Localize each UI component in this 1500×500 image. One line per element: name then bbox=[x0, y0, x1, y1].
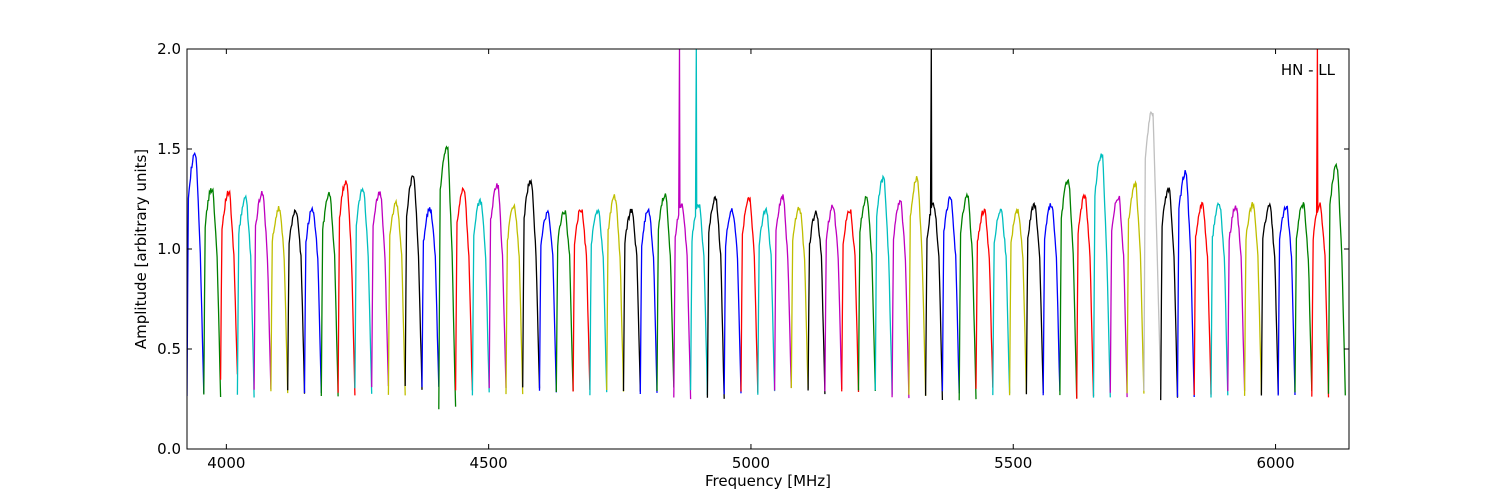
series-line-20 bbox=[505, 203, 524, 395]
series-line-19 bbox=[488, 183, 507, 389]
y-tick-label: 2.0 bbox=[157, 40, 181, 58]
y-tick-label: 1.5 bbox=[157, 140, 181, 158]
series-line-6 bbox=[270, 205, 289, 394]
series-line-21 bbox=[522, 178, 541, 389]
series-line-52 bbox=[1042, 203, 1061, 396]
series-line-32 bbox=[706, 195, 725, 399]
series-line-57 bbox=[1126, 180, 1145, 394]
x-axis-label: Frequency [MHz] bbox=[705, 472, 831, 490]
series-line-9 bbox=[320, 191, 339, 397]
series-line-59 bbox=[1160, 187, 1179, 401]
series-line-46 bbox=[941, 196, 960, 394]
series-line-34 bbox=[740, 196, 759, 393]
series-line-17 bbox=[454, 186, 474, 391]
series-line-11 bbox=[354, 186, 373, 394]
y-tick-label: 1.0 bbox=[157, 240, 181, 258]
series-line-47 bbox=[958, 192, 977, 401]
series-line-15 bbox=[421, 207, 440, 388]
series-line-44 bbox=[908, 176, 927, 396]
series-line-13 bbox=[387, 198, 406, 396]
series-line-48 bbox=[975, 208, 994, 389]
series-line-27 bbox=[622, 208, 641, 392]
series-line-41 bbox=[857, 195, 876, 392]
series-line-4 bbox=[236, 194, 255, 398]
series-line-69 bbox=[1327, 162, 1346, 396]
x-tick-label: 4000 bbox=[207, 454, 245, 472]
series-layer bbox=[187, 49, 1346, 410]
x-tick-label: 4500 bbox=[470, 454, 508, 472]
series-line-49 bbox=[992, 208, 1011, 396]
series-line-39 bbox=[824, 204, 843, 392]
series-line-68 bbox=[1311, 49, 1330, 398]
series-line-58 bbox=[1143, 111, 1162, 391]
series-line-45 bbox=[924, 49, 944, 401]
series-line-26 bbox=[606, 194, 625, 392]
series-line-42 bbox=[874, 174, 893, 395]
series-line-16 bbox=[438, 145, 457, 410]
series-line-60 bbox=[1176, 170, 1195, 398]
series-line-65 bbox=[1260, 202, 1279, 396]
series-line-5 bbox=[253, 190, 272, 390]
series-line-35 bbox=[757, 206, 776, 395]
series-line-63 bbox=[1227, 205, 1246, 392]
series-line-1 bbox=[187, 151, 205, 397]
series-line-12 bbox=[371, 191, 390, 388]
series-line-25 bbox=[589, 208, 608, 396]
series-line-67 bbox=[1294, 202, 1313, 393]
series-line-53 bbox=[1059, 178, 1078, 399]
series-line-18 bbox=[471, 197, 490, 396]
series-line-66 bbox=[1277, 205, 1296, 396]
x-tick-label: 6000 bbox=[1256, 454, 1294, 472]
y-tick-label: 0.5 bbox=[157, 340, 181, 358]
series-line-2 bbox=[203, 187, 222, 398]
y-tick-label: 0.0 bbox=[157, 440, 181, 458]
series-line-29 bbox=[656, 193, 675, 392]
series-line-51 bbox=[1025, 202, 1044, 395]
series-line-64 bbox=[1243, 202, 1263, 396]
series-line-30 bbox=[673, 49, 692, 400]
series-line-61 bbox=[1193, 201, 1212, 396]
x-tick-label: 5500 bbox=[994, 454, 1032, 472]
y-axis-label: Amplitude [arbitrary units] bbox=[132, 149, 150, 349]
ticks-layer: 4000 4500 5000 5500 6000 0.0 0.5 1.0 1.5 2.0 bbox=[157, 40, 1349, 472]
series-line-7 bbox=[287, 208, 306, 394]
series-line-37 bbox=[790, 206, 809, 389]
series-line-10 bbox=[337, 180, 356, 396]
series-line-40 bbox=[841, 209, 860, 393]
series-line-33 bbox=[723, 208, 742, 395]
series-line-36 bbox=[773, 194, 792, 391]
series-line-54 bbox=[1076, 193, 1095, 399]
series-line-8 bbox=[303, 205, 322, 394]
series-line-62 bbox=[1210, 202, 1229, 398]
series-line-38 bbox=[807, 210, 826, 395]
series-line-24 bbox=[572, 209, 591, 392]
series-line-50 bbox=[1008, 207, 1028, 396]
series-line-56 bbox=[1109, 195, 1128, 398]
series-line-23 bbox=[555, 210, 574, 393]
series-line-43 bbox=[891, 199, 910, 399]
series-line-3 bbox=[219, 189, 239, 380]
series-line-28 bbox=[639, 207, 658, 395]
series-line-31 bbox=[689, 49, 709, 396]
series-line-55 bbox=[1092, 153, 1111, 398]
series-line-22 bbox=[538, 209, 557, 393]
corner-annotation: HN - LL bbox=[1281, 61, 1336, 79]
x-tick-label: 5000 bbox=[732, 454, 770, 472]
series-line-14 bbox=[404, 175, 423, 390]
